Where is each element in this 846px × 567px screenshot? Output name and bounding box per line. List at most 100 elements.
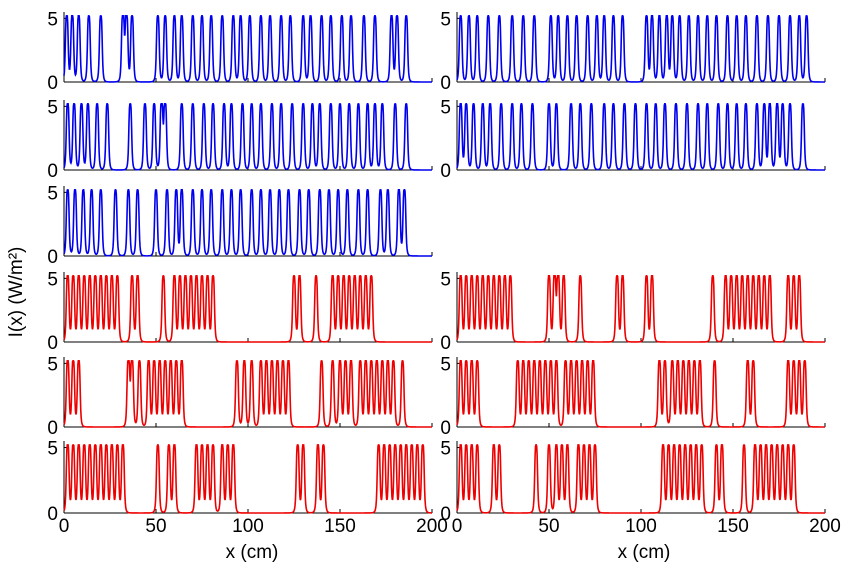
peak-mark — [521, 103, 522, 104]
peak-mark — [477, 15, 478, 16]
peak-mark — [754, 444, 755, 445]
peak-mark — [72, 15, 73, 16]
peak-mark — [736, 15, 737, 16]
peak-mark — [556, 444, 557, 445]
peak-mark — [73, 360, 74, 361]
peak-mark — [672, 15, 673, 16]
peak-mark — [330, 103, 331, 104]
peak-mark — [622, 15, 623, 16]
peak-mark — [697, 103, 698, 104]
peak-mark — [106, 275, 107, 276]
peak-mark — [277, 360, 278, 361]
peak-mark — [400, 444, 401, 445]
peak-mark — [510, 275, 511, 276]
peak-mark — [128, 360, 129, 361]
peak-mark — [95, 444, 96, 445]
peak-mark — [548, 444, 549, 445]
peak-mark — [583, 444, 584, 445]
peak-mark — [308, 189, 309, 190]
peak-mark — [490, 103, 491, 104]
peak-mark — [683, 360, 684, 361]
peak-mark — [493, 444, 494, 445]
peak-mark — [677, 360, 678, 361]
peak-mark — [466, 360, 467, 361]
peak-mark — [460, 360, 461, 361]
peak-mark — [460, 444, 461, 445]
peak-mark — [144, 103, 145, 104]
peak-mark — [271, 360, 272, 361]
peak-mark — [67, 189, 68, 190]
peak-mark — [354, 275, 355, 276]
peak-mark — [747, 275, 748, 276]
peak-mark — [106, 444, 107, 445]
peak-mark — [196, 444, 197, 445]
intensity-curve — [63, 274, 432, 343]
intensity-curve — [456, 102, 825, 171]
peak-mark — [622, 275, 623, 276]
peak-mark — [613, 103, 614, 104]
peak-mark — [251, 360, 252, 361]
peak-mark — [281, 15, 282, 16]
peak-mark — [712, 275, 713, 276]
peak-mark — [115, 189, 116, 190]
peak-mark — [528, 360, 529, 361]
peak-mark — [778, 15, 779, 16]
peak-mark — [769, 103, 770, 104]
peak-mark — [675, 103, 676, 104]
peak-mark — [161, 103, 162, 104]
peak-mark — [406, 444, 407, 445]
y-tick-label: 0 — [47, 504, 58, 525]
peak-mark — [624, 103, 625, 104]
peak-mark — [131, 15, 132, 16]
intensity-curve — [63, 14, 432, 83]
y-tick-label: 5 — [440, 354, 451, 375]
x-axis-label-right: x (cm) — [618, 542, 671, 563]
peak-mark — [760, 444, 761, 445]
peak-mark — [471, 444, 472, 445]
peak-mark — [122, 444, 123, 445]
peak-mark — [107, 103, 108, 104]
panel-row4-right: 05 — [440, 269, 826, 354]
peak-mark — [117, 275, 118, 276]
peak-mark — [558, 275, 559, 276]
intensity-curve — [456, 443, 825, 514]
peak-mark — [323, 444, 324, 445]
peak-mark — [181, 103, 182, 104]
peak-mark — [181, 15, 182, 16]
peak-mark — [777, 103, 778, 104]
peak-mark — [349, 275, 350, 276]
peak-mark — [594, 444, 595, 445]
peak-mark — [288, 189, 289, 190]
peak-mark — [374, 103, 375, 104]
peak-mark — [201, 275, 202, 276]
y-tick-label: 5 — [47, 183, 58, 204]
peak-mark — [207, 444, 208, 445]
peak-mark — [558, 15, 559, 16]
peak-mark — [646, 15, 647, 16]
peak-mark — [613, 15, 614, 16]
intensity-curve — [456, 14, 826, 83]
peak-mark — [646, 275, 647, 276]
peak-mark — [203, 103, 204, 104]
peak-mark — [159, 360, 160, 361]
peak-mark — [231, 103, 232, 104]
peak-mark — [179, 275, 180, 276]
y-tick-label: 5 — [440, 269, 451, 290]
peak-mark — [771, 444, 772, 445]
peak-mark — [468, 15, 469, 16]
peak-mark — [201, 15, 202, 16]
peak-mark — [293, 275, 294, 276]
peak-mark — [550, 15, 551, 16]
peak-mark — [345, 360, 346, 361]
peak-mark — [690, 444, 691, 445]
peak-mark — [725, 275, 726, 276]
peak-mark — [128, 189, 129, 190]
peak-mark — [240, 15, 241, 16]
peak-mark — [788, 360, 789, 361]
peak-mark — [804, 360, 805, 361]
peak-mark — [330, 15, 331, 16]
peak-mark — [393, 360, 394, 361]
peak-mark — [406, 103, 407, 104]
peak-mark — [365, 360, 366, 361]
peak-mark — [78, 275, 79, 276]
